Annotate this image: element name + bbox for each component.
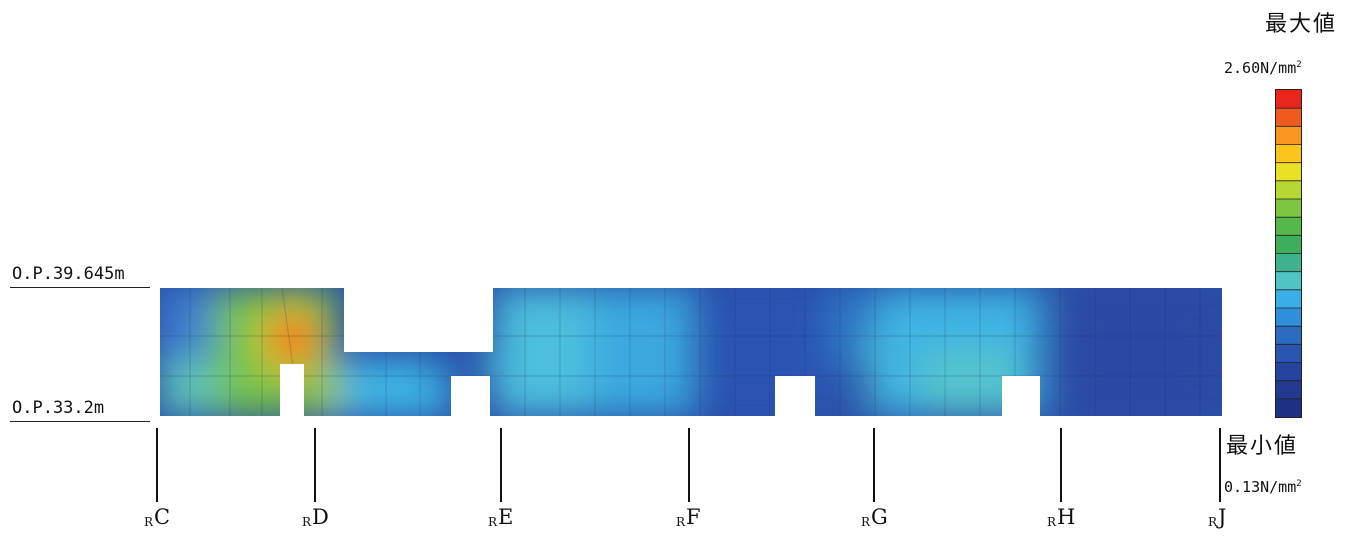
elevation-top-line	[10, 287, 150, 288]
color-scale-segment	[1276, 199, 1301, 218]
color-scale-segment	[1276, 235, 1301, 254]
axis-label-h: RH	[1047, 505, 1076, 529]
color-scale-segment	[1276, 380, 1301, 400]
color-scale-segment	[1276, 253, 1301, 273]
min-value-label: 0.13N/mm2	[1224, 478, 1302, 496]
axis-line-c	[156, 428, 158, 502]
elevation-top-label: O.P.39.645m	[12, 264, 125, 284]
color-scale-segment	[1276, 217, 1301, 236]
color-scale-segment	[1276, 126, 1301, 145]
axis-label-f: RF	[676, 505, 701, 529]
color-scale-bar	[1275, 89, 1302, 418]
axis-label-g: RG	[861, 505, 888, 529]
color-scale-segment	[1276, 90, 1301, 109]
color-scale-segment	[1276, 162, 1301, 182]
elevation-bottom-line	[10, 421, 150, 422]
axis-line-f	[688, 428, 690, 502]
color-scale-segment	[1276, 180, 1301, 200]
axis-line-g	[873, 428, 875, 502]
color-scale-segment	[1276, 308, 1301, 327]
color-scale-segment	[1276, 108, 1301, 127]
axis-line-d	[314, 428, 316, 502]
color-scale-segment	[1276, 362, 1301, 382]
axis-label-c: RC	[144, 505, 171, 529]
stress-field	[160, 288, 1222, 416]
axis-line-h	[1060, 428, 1062, 502]
color-scale-segment	[1276, 289, 1301, 309]
axis-line-e	[500, 428, 502, 502]
legend-bracket-line	[1219, 428, 1221, 502]
axis-label-d: RD	[302, 505, 329, 529]
max-value-label: 2.60N/mm2	[1224, 59, 1302, 77]
axis-label-j: RJ	[1208, 505, 1227, 529]
mesh-grid	[160, 288, 1222, 416]
color-scale-segment	[1276, 398, 1301, 417]
min-value-title: 最小値	[1226, 434, 1299, 459]
axis-label-e: RE	[488, 505, 514, 529]
color-scale-segment	[1276, 344, 1301, 363]
max-value-title: 最大値	[1265, 12, 1338, 37]
color-scale-segment	[1276, 271, 1301, 291]
elevation-bottom-label: O.P.33.2m	[12, 398, 105, 418]
color-scale-segment	[1276, 144, 1301, 164]
color-scale-segment	[1276, 326, 1301, 345]
